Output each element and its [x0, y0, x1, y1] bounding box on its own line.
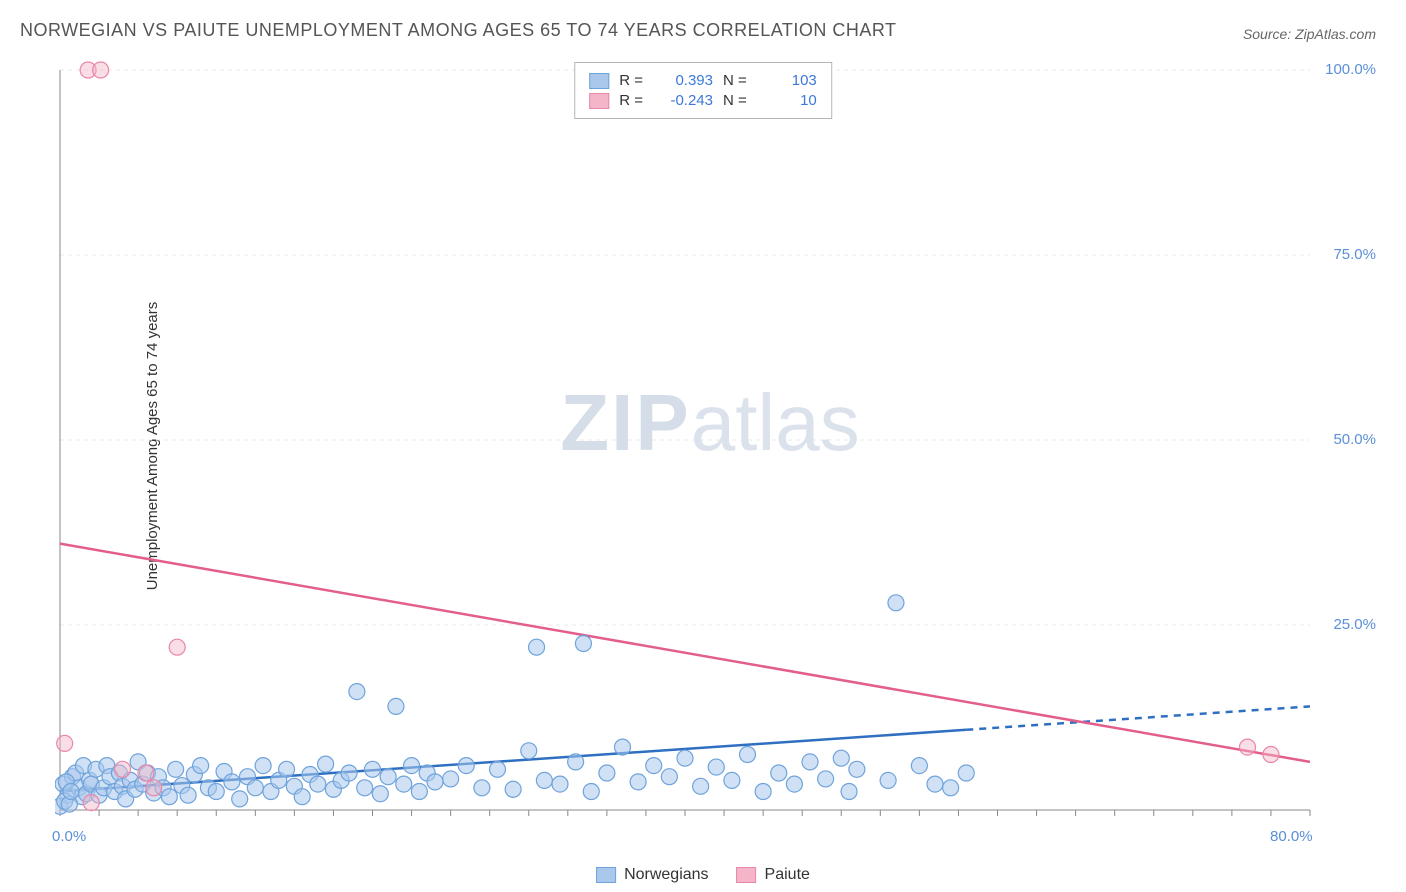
y-tick-label: 25.0% — [1333, 616, 1376, 633]
r-label: R = — [619, 92, 643, 109]
r-label: R = — [619, 72, 643, 89]
n-value-norwegians: 103 — [757, 72, 817, 89]
swatch-norwegians — [589, 73, 609, 89]
y-tick-label: 100.0% — [1325, 61, 1376, 78]
scatter-plot — [55, 60, 1365, 850]
swatch-norwegians — [596, 867, 616, 883]
series-legend: Norwegians Paiute — [596, 866, 810, 884]
swatch-paiute — [737, 867, 757, 883]
legend-row-norwegians: R = 0.393 N = 103 — [589, 72, 817, 89]
chart-area: ZIPatlas — [55, 60, 1365, 850]
legend-item-paiute: Paiute — [737, 866, 810, 884]
n-value-paiute: 10 — [757, 92, 817, 109]
r-value-norwegians: 0.393 — [653, 72, 713, 89]
correlation-legend: R = 0.393 N = 103 R = -0.243 N = 10 — [574, 62, 832, 119]
y-tick-label: 50.0% — [1333, 431, 1376, 448]
x-tick-label: 0.0% — [52, 828, 86, 845]
n-label: N = — [723, 92, 747, 109]
chart-title: NORWEGIAN VS PAIUTE UNEMPLOYMENT AMONG A… — [20, 20, 897, 41]
legend-label-norwegians: Norwegians — [624, 866, 708, 884]
source-attribution: Source: ZipAtlas.com — [1243, 26, 1376, 42]
swatch-paiute — [589, 93, 609, 109]
legend-item-norwegians: Norwegians — [596, 866, 708, 884]
y-tick-label: 75.0% — [1333, 246, 1376, 263]
x-tick-label: 80.0% — [1270, 828, 1313, 845]
legend-label-paiute: Paiute — [765, 866, 810, 884]
n-label: N = — [723, 72, 747, 89]
r-value-paiute: -0.243 — [653, 92, 713, 109]
legend-row-paiute: R = -0.243 N = 10 — [589, 92, 817, 109]
